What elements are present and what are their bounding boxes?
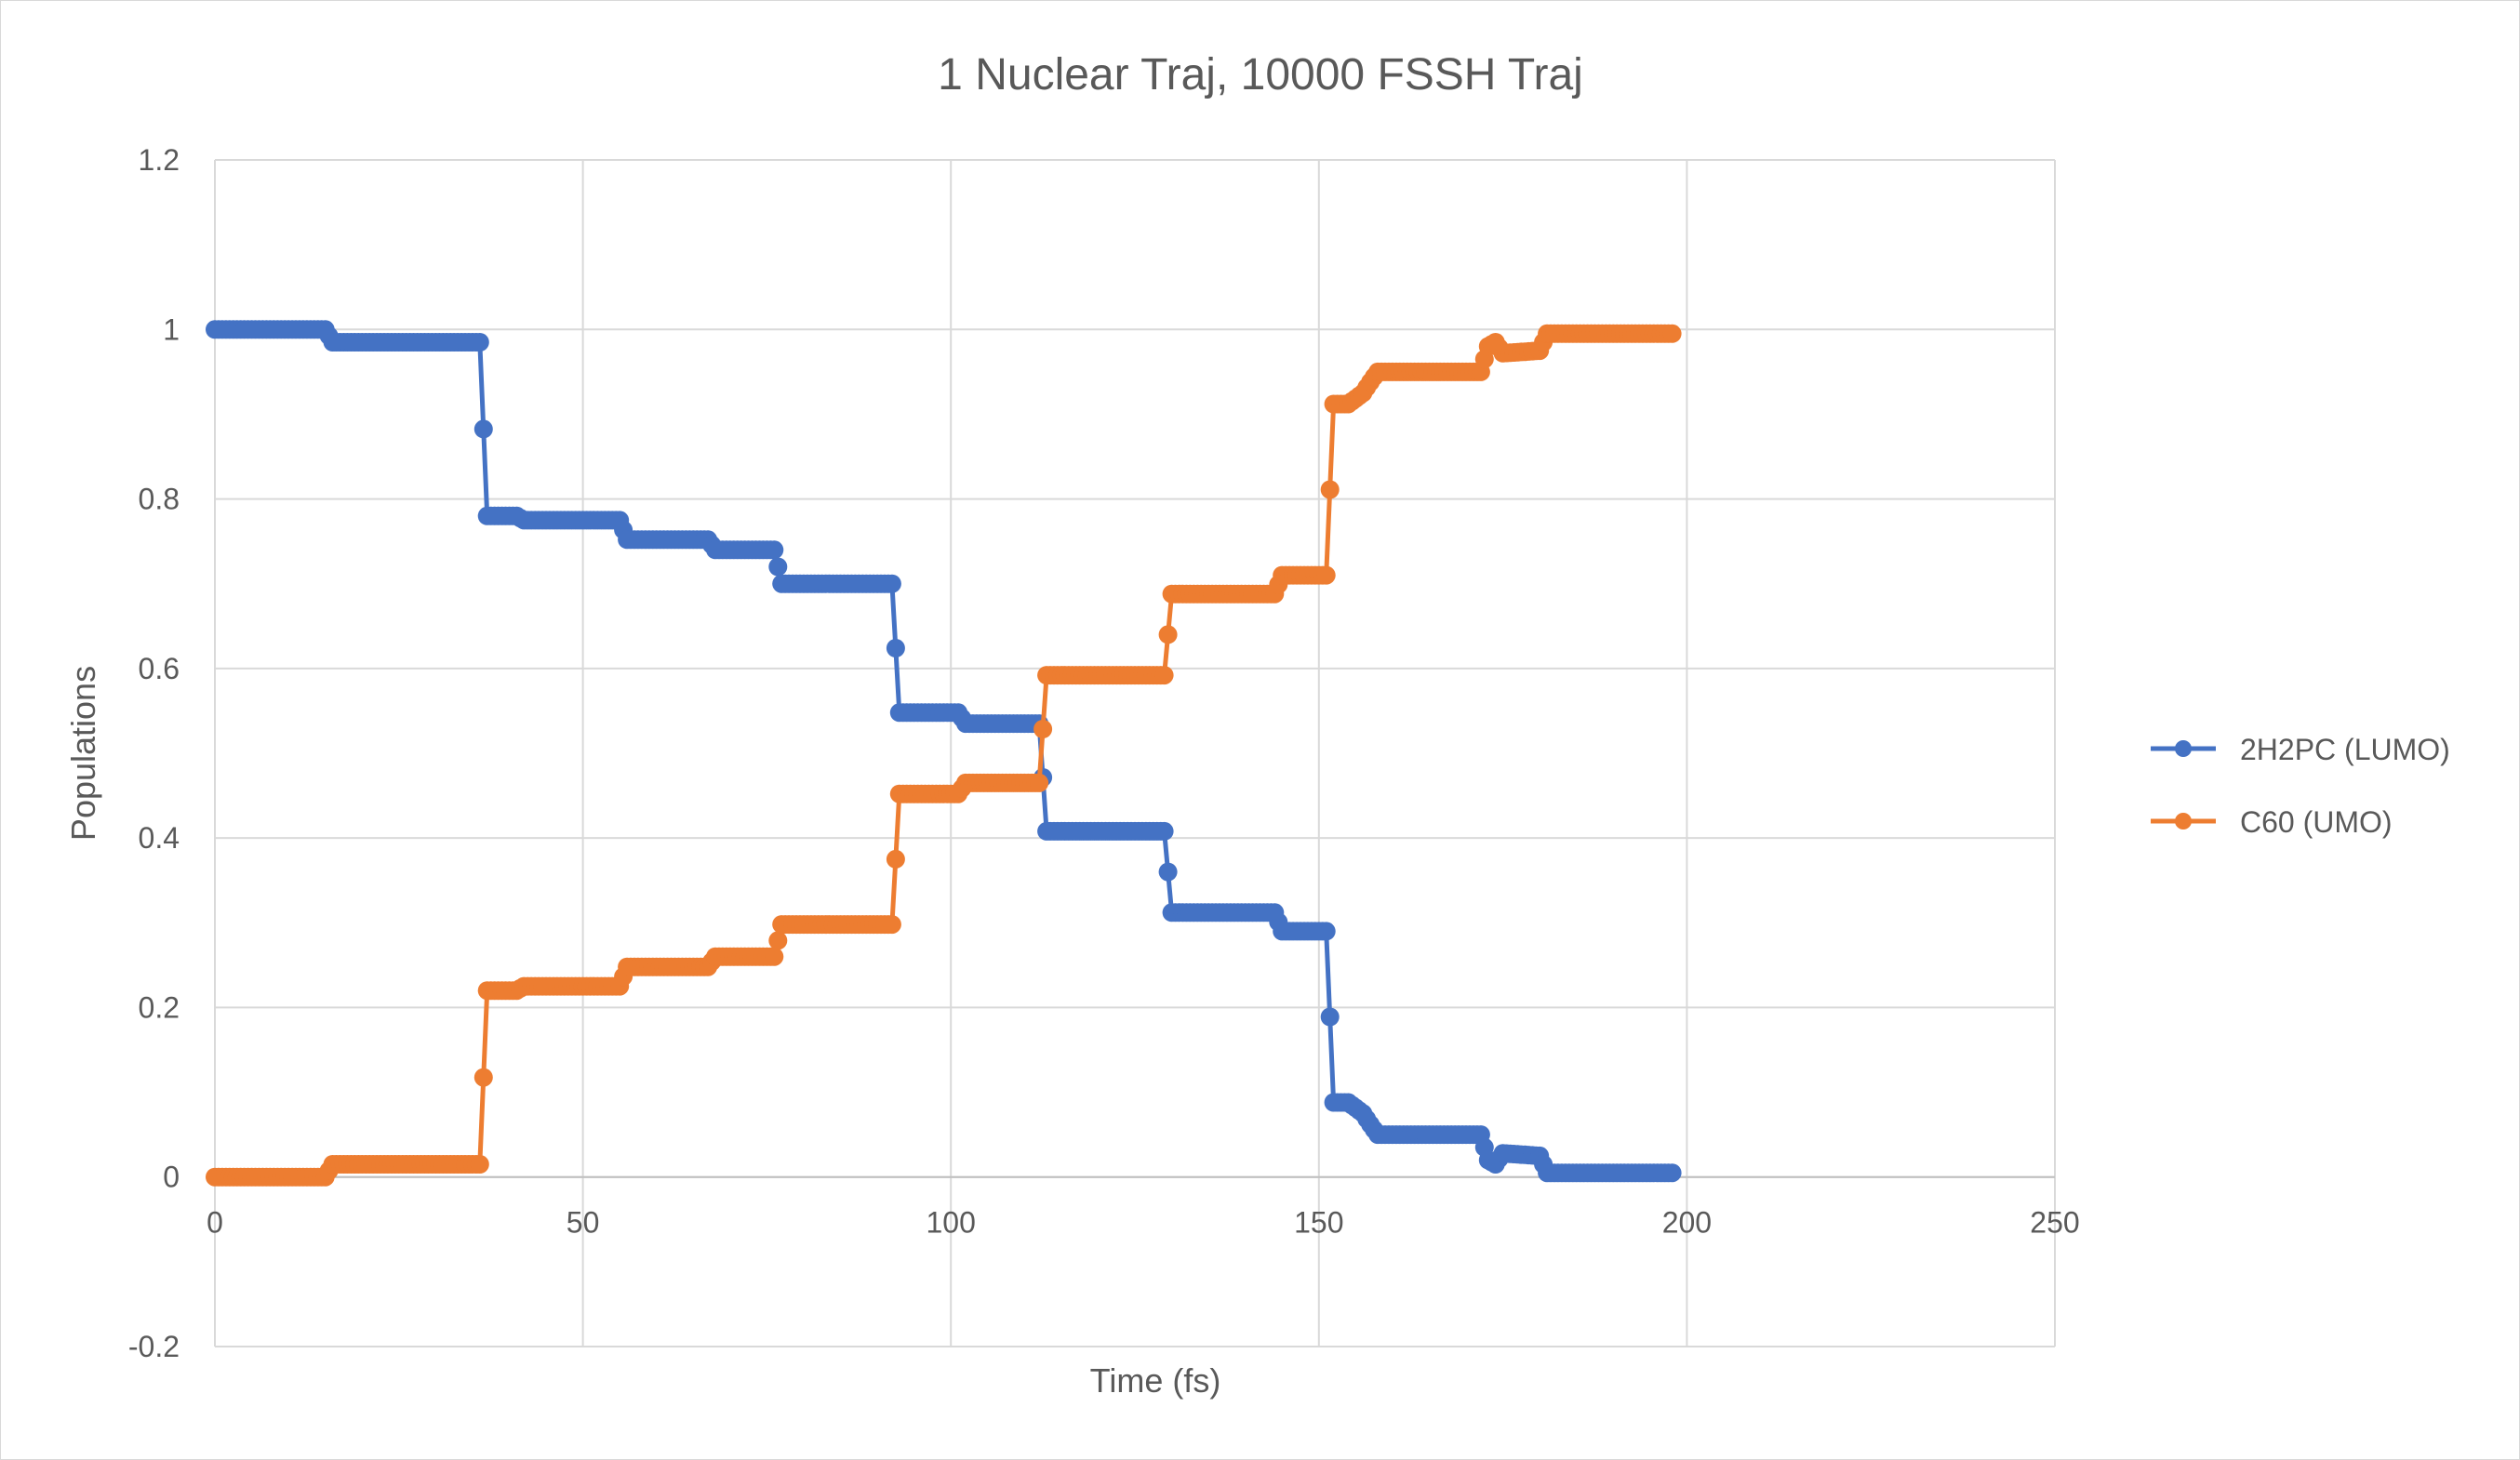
legend-label-2h2pc: 2H2PC (LUMO) xyxy=(2240,733,2450,766)
data-point xyxy=(882,915,901,935)
y-tick-label: 1.2 xyxy=(139,143,180,177)
data-point xyxy=(1158,862,1178,882)
x-tick-label: 200 xyxy=(1662,1206,1712,1240)
legend-label-c60: C60 (UMO) xyxy=(2240,805,2393,839)
data-point xyxy=(882,574,901,593)
x-tick-label: 50 xyxy=(567,1206,600,1240)
data-point xyxy=(1320,480,1340,499)
x-axis-title: Time (fs) xyxy=(1090,1361,1221,1400)
data-point xyxy=(765,540,784,560)
data-point xyxy=(1033,720,1053,738)
data-point xyxy=(1320,1007,1340,1027)
y-tick-label: 0.6 xyxy=(139,652,180,685)
data-point xyxy=(1154,666,1174,685)
data-point xyxy=(886,849,905,869)
data-point xyxy=(765,947,784,966)
data-point xyxy=(473,1068,493,1087)
data-point xyxy=(1316,922,1336,941)
gridlines xyxy=(214,159,2056,1347)
x-tick-label: 250 xyxy=(2030,1206,2079,1240)
series-line xyxy=(215,331,1673,1180)
y-tick-label: 0.4 xyxy=(139,821,180,855)
legend-item-2h2pc: 2H2PC (LUMO) xyxy=(2151,733,2450,766)
legend: 2H2PC (LUMO) C60 (UMO) xyxy=(2151,733,2450,839)
data-point xyxy=(1662,324,1682,343)
y-tick-label: 0.8 xyxy=(139,483,180,516)
y-tick-label: 1 xyxy=(163,312,180,346)
x-tick-label: 150 xyxy=(1294,1206,1343,1240)
x-tick-label: 100 xyxy=(927,1206,976,1240)
series-c60 xyxy=(206,324,1682,1187)
data-point xyxy=(1154,821,1174,841)
x-tick-label: 0 xyxy=(207,1206,223,1240)
data-point xyxy=(768,557,788,577)
legend-marker-2h2pc xyxy=(2175,740,2192,757)
data-point xyxy=(768,931,788,950)
y-tick-label: 0 xyxy=(163,1161,180,1194)
data-point xyxy=(473,419,493,439)
series-layer xyxy=(206,320,1682,1187)
data-point xyxy=(1158,625,1178,644)
data-point xyxy=(470,1155,489,1174)
data-point xyxy=(470,333,489,352)
y-tick-label: -0.2 xyxy=(128,1330,180,1363)
tick-labels: -0.2 0 0.2 0.4 0.6 0.8 1 1.2 0 50 100 150 200 250 xyxy=(128,143,2080,1363)
data-point xyxy=(1662,1163,1682,1183)
chart-title: 1 Nuclear Traj, 10000 FSSH Traj xyxy=(938,50,1583,100)
series-2h2pc xyxy=(206,320,1682,1183)
series-line xyxy=(215,326,1673,1175)
data-point xyxy=(1316,565,1336,585)
data-point xyxy=(1030,773,1049,792)
legend-marker-c60 xyxy=(2175,813,2192,830)
y-tick-label: 0.2 xyxy=(139,990,180,1024)
legend-item-c60: C60 (UMO) xyxy=(2151,805,2393,839)
data-point xyxy=(886,639,905,657)
y-axis-title: Populations xyxy=(64,666,102,841)
